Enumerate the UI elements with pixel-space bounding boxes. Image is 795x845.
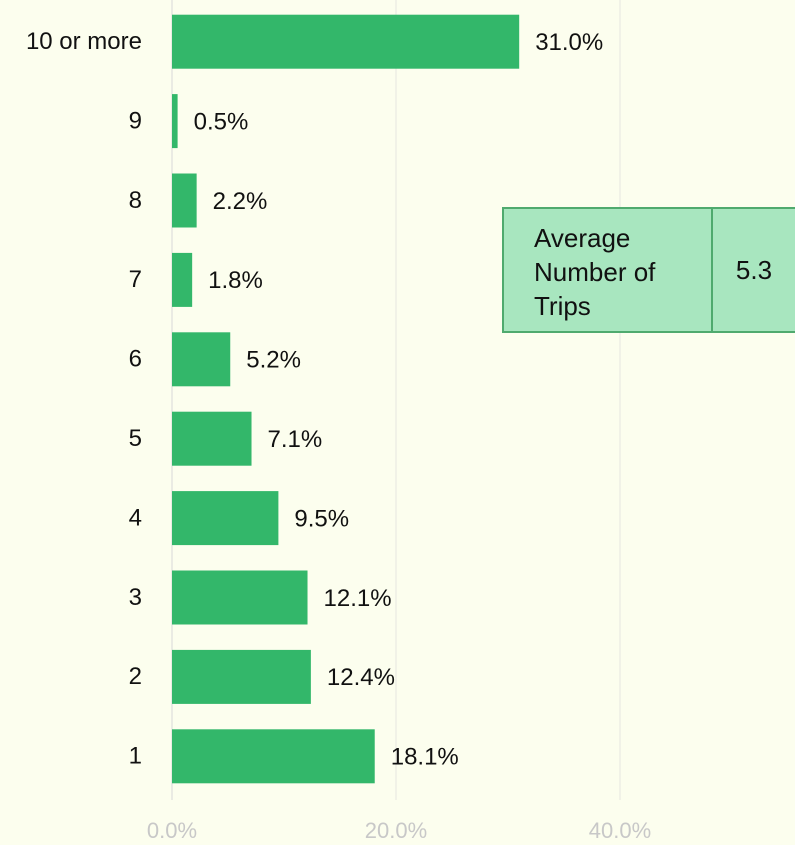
value-label: 9.5% — [294, 505, 349, 532]
x-tick-label: 20.0% — [365, 818, 427, 843]
bar — [172, 649, 311, 704]
bar — [172, 491, 279, 546]
value-label: 1.8% — [208, 267, 263, 294]
value-label: 18.1% — [391, 744, 459, 771]
y-tick-label: 10 or more — [26, 28, 142, 55]
y-tick-label: 5 — [129, 425, 142, 452]
value-label: 5.2% — [246, 347, 301, 374]
annotation-box: Average Number of Trips 5.3 — [502, 207, 795, 333]
value-label: 7.1% — [268, 426, 323, 453]
bar — [172, 173, 197, 228]
bar — [172, 729, 375, 784]
value-label: 12.4% — [327, 664, 395, 691]
bar — [172, 332, 231, 387]
value-label: 31.0% — [535, 29, 603, 56]
value-label: 12.1% — [324, 585, 392, 612]
bar — [172, 14, 520, 69]
y-tick-label: 8 — [129, 187, 142, 214]
bar — [172, 570, 308, 625]
x-tick-label: 40.0% — [589, 818, 651, 843]
bar — [172, 411, 252, 466]
bar — [172, 252, 193, 307]
y-tick-label: 4 — [129, 504, 142, 531]
y-tick-label: 9 — [129, 107, 142, 134]
annotation-value: 5.3 — [735, 254, 773, 285]
annotation-label: Average Number of Trips — [504, 209, 713, 331]
x-tick-label: 0.0% — [147, 818, 197, 843]
y-tick-label: 3 — [129, 584, 142, 611]
value-label: 2.2% — [213, 188, 268, 215]
y-tick-label: 7 — [129, 266, 142, 293]
bar — [172, 94, 178, 149]
y-tick-label: 6 — [129, 346, 142, 373]
value-label: 0.5% — [194, 108, 249, 135]
y-tick-label: 1 — [129, 743, 142, 770]
y-tick-label: 2 — [129, 663, 142, 690]
